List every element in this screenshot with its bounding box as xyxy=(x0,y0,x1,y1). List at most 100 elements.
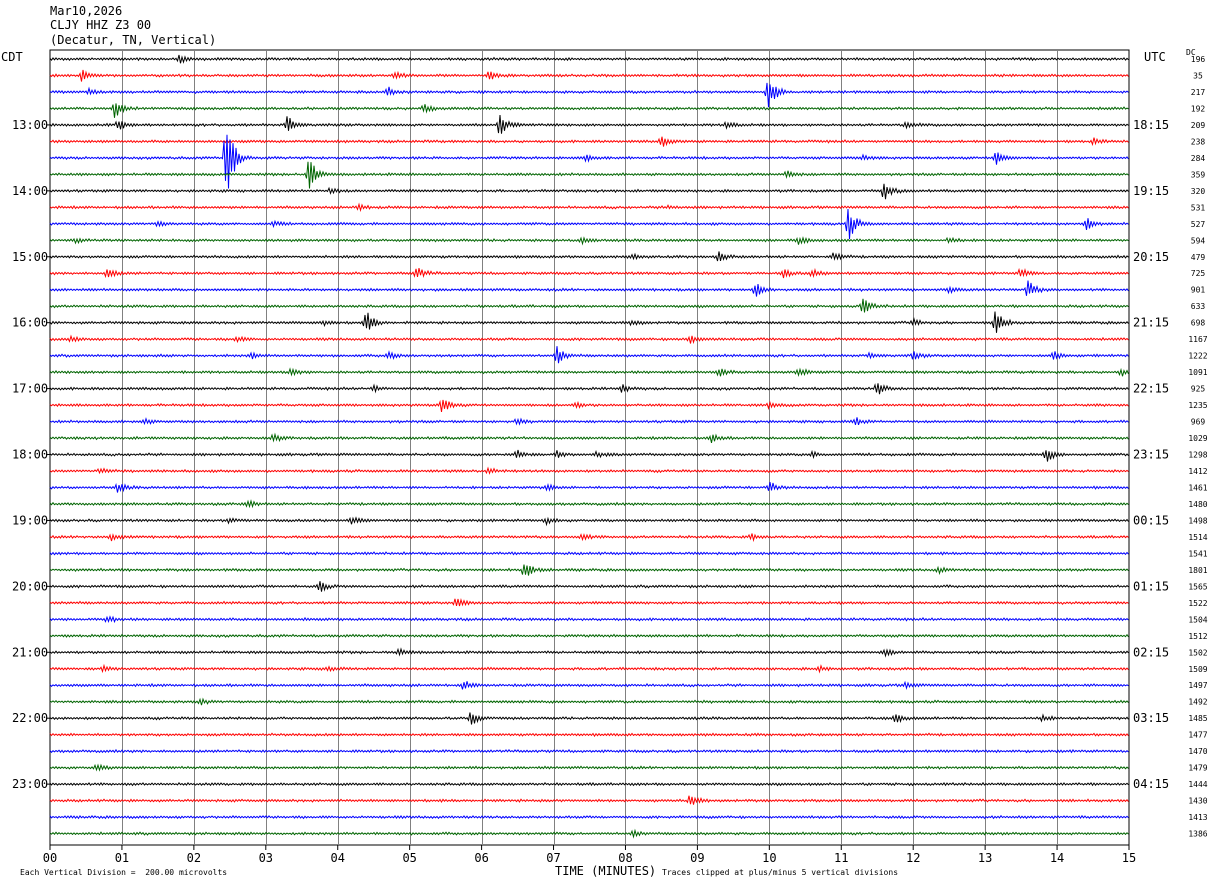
x-tick-label: 02 xyxy=(187,851,201,865)
dc-offset-value: 1801 xyxy=(1188,566,1207,575)
record-date: Mar10,2026 xyxy=(50,4,123,18)
plot-frame xyxy=(49,49,1130,846)
trace-line xyxy=(49,134,1129,189)
trace-line xyxy=(49,114,1129,134)
x-tick-label: 05 xyxy=(402,851,416,865)
dc-offset-value: 1029 xyxy=(1188,434,1207,443)
plot-grid xyxy=(49,49,1130,846)
cdt-hour-label: 19:00 xyxy=(12,513,48,527)
dc-offset-value: 901 xyxy=(1191,286,1206,295)
x-tick-label: 13 xyxy=(978,851,992,865)
dc-offset-value: 1479 xyxy=(1188,764,1207,773)
dc-offset-value: 1412 xyxy=(1188,467,1207,476)
dc-offset-value: 1235 xyxy=(1188,401,1207,410)
utc-hour-label: 03:15 xyxy=(1133,711,1169,725)
x-tick-label: 12 xyxy=(906,851,920,865)
dc-offset-value: 1461 xyxy=(1188,483,1207,492)
trace-line xyxy=(49,680,1129,690)
trace-line xyxy=(49,828,1129,839)
trace-line xyxy=(49,236,1129,246)
utc-hour-label: 20:15 xyxy=(1133,250,1169,264)
x-tick-label: 11 xyxy=(834,851,848,865)
trace-line xyxy=(49,763,1129,772)
cdt-hour-label: 15:00 xyxy=(12,250,48,264)
cdt-hour-label: 22:00 xyxy=(12,711,48,725)
utc-hour-label: 22:15 xyxy=(1133,382,1169,396)
cdt-hour-label: 18:00 xyxy=(12,448,48,462)
dc-offset-value: 1502 xyxy=(1188,648,1207,657)
trace-line xyxy=(49,346,1129,364)
dc-offset-value: 359 xyxy=(1191,170,1206,179)
trace-line xyxy=(49,598,1129,607)
dc-offset-value: 1514 xyxy=(1188,533,1207,542)
time-axis-labels: 196 35 217 192 209 238 284 359 320 531 527 594 479 72… xyxy=(12,55,1208,839)
dc-offset-value: 1444 xyxy=(1188,780,1207,789)
trace-line xyxy=(49,399,1129,412)
x-tick-label: 14 xyxy=(1050,851,1064,865)
right-timezone-label: UTC xyxy=(1144,50,1166,64)
trace-line xyxy=(49,183,1129,200)
dc-offset-value: 725 xyxy=(1191,269,1206,278)
dc-offset-value: 1413 xyxy=(1188,813,1207,822)
dc-offset-value: 35 xyxy=(1193,71,1203,80)
dc-offset-value: 1512 xyxy=(1188,632,1207,641)
trace-line xyxy=(49,712,1129,725)
dc-offset-value: 1541 xyxy=(1188,549,1207,558)
utc-hour-label: 01:15 xyxy=(1133,579,1169,593)
cdt-hour-label: 13:00 xyxy=(12,118,48,132)
trace-line xyxy=(49,432,1129,444)
trace-line xyxy=(49,564,1129,576)
dc-offset-value: 284 xyxy=(1191,154,1206,163)
utc-hour-label: 18:15 xyxy=(1133,118,1169,132)
vertical-scale-note: Each Vertical Division = 200.00 microvol… xyxy=(20,868,228,877)
x-tick-label: 00 xyxy=(43,851,57,865)
trace-line xyxy=(49,334,1129,345)
dc-offset-value: 1222 xyxy=(1188,352,1207,361)
trace-line xyxy=(49,814,1129,820)
trace-line xyxy=(49,732,1129,738)
x-tick-label: 06 xyxy=(474,851,488,865)
trace-line xyxy=(49,298,1129,313)
x-axis-title: TIME (MINUTES) xyxy=(555,864,657,878)
dc-offset-value: 1492 xyxy=(1188,698,1207,707)
dc-offset-value: 479 xyxy=(1191,253,1206,262)
dc-offset-value: 238 xyxy=(1191,137,1206,146)
dc-offset-value: 1497 xyxy=(1188,681,1207,690)
clip-note: Traces clipped at plus/minus 5 vertical … xyxy=(662,868,899,877)
x-tick-label: 03 xyxy=(259,851,273,865)
station-location: (Decatur, TN, Vertical) xyxy=(50,33,217,47)
x-tick-label: 07 xyxy=(546,851,560,865)
cdt-hour-label: 14:00 xyxy=(12,184,48,198)
trace-line xyxy=(49,533,1129,543)
utc-hour-label: 23:15 xyxy=(1133,448,1169,462)
dc-offset-value: 1485 xyxy=(1188,714,1207,723)
utc-hour-label: 04:15 xyxy=(1133,777,1169,791)
utc-hour-label: 02:15 xyxy=(1133,645,1169,659)
trace-line xyxy=(49,482,1129,493)
x-tick-label: 09 xyxy=(690,851,704,865)
dc-offset-value: 209 xyxy=(1191,121,1206,130)
dc-offset-value: 1091 xyxy=(1188,368,1207,377)
trace-line xyxy=(49,208,1129,240)
dc-offset-value: 1565 xyxy=(1188,582,1207,591)
dc-offset-value: 1504 xyxy=(1188,615,1207,624)
cdt-hour-label: 17:00 xyxy=(12,382,48,396)
trace-line xyxy=(49,267,1129,279)
x-tick-label: 15 xyxy=(1122,851,1136,865)
dc-offset-value: 196 xyxy=(1191,55,1206,64)
trace-line xyxy=(49,202,1129,213)
trace-line xyxy=(49,795,1129,805)
dc-offset-value: 925 xyxy=(1191,385,1206,394)
dc-offset-value: 1480 xyxy=(1188,500,1207,509)
trace-line xyxy=(49,466,1129,475)
trace-line xyxy=(49,551,1129,556)
cdt-hour-label: 21:00 xyxy=(12,645,48,659)
dc-offset-value: 1298 xyxy=(1188,451,1207,460)
dc-offset-value: 192 xyxy=(1191,104,1206,113)
dc-offset-value: 1430 xyxy=(1188,797,1207,806)
trace-line xyxy=(49,311,1129,333)
cdt-hour-label: 16:00 xyxy=(12,316,48,330)
dc-offset-value: 594 xyxy=(1191,236,1206,245)
dc-offset-value: 1498 xyxy=(1188,516,1207,525)
dc-offset-value: 320 xyxy=(1191,187,1206,196)
